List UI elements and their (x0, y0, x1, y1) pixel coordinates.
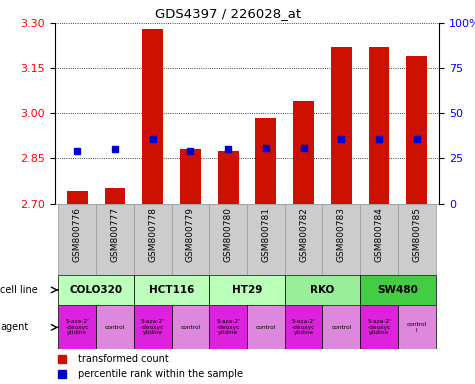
Bar (58, 204, 96, 275)
Bar (285, 204, 323, 275)
Text: control: control (105, 325, 125, 330)
Bar (171, 305, 209, 349)
Text: GSM800776: GSM800776 (73, 207, 82, 262)
Bar (398, 204, 436, 275)
Bar (171, 204, 209, 275)
Text: COLO320: COLO320 (69, 285, 123, 295)
Bar (247, 204, 285, 275)
Text: GSM800785: GSM800785 (412, 207, 421, 262)
Bar (104, 189, 125, 204)
Bar (407, 56, 427, 204)
Bar (134, 204, 171, 275)
Bar (134, 305, 171, 349)
Bar (180, 149, 201, 204)
Text: agent: agent (0, 322, 28, 333)
Text: GSM800780: GSM800780 (224, 207, 233, 262)
Text: GSM800784: GSM800784 (374, 207, 383, 262)
Text: GSM800778: GSM800778 (148, 207, 157, 262)
Text: percentile rank within the sample: percentile rank within the sample (78, 369, 243, 379)
Text: GSM800781: GSM800781 (261, 207, 270, 262)
Text: RKO: RKO (310, 285, 334, 295)
Text: SW480: SW480 (378, 285, 418, 295)
Text: GSM800777: GSM800777 (111, 207, 120, 262)
Text: control: control (331, 325, 352, 330)
Bar (360, 204, 398, 275)
Bar (323, 305, 360, 349)
Text: 5-aza-2'
-deoxyc
ytidine: 5-aza-2' -deoxyc ytidine (66, 319, 89, 335)
Bar (96, 305, 134, 349)
Text: cell line: cell line (0, 285, 38, 295)
Bar (96, 204, 134, 275)
Bar (218, 151, 238, 204)
Text: GSM800783: GSM800783 (337, 207, 346, 262)
Text: control: control (256, 325, 276, 330)
Text: 5-aza-2'
-deoxyc
ytidine: 5-aza-2' -deoxyc ytidine (292, 319, 315, 335)
Bar (293, 101, 314, 204)
Text: HCT116: HCT116 (149, 285, 194, 295)
Bar (285, 305, 323, 349)
Text: control
l: control l (407, 322, 427, 333)
Bar (285, 275, 360, 305)
Bar (58, 275, 134, 305)
Bar (209, 305, 247, 349)
Text: control: control (180, 325, 200, 330)
Text: GSM800782: GSM800782 (299, 207, 308, 262)
Bar (369, 47, 390, 204)
Bar (323, 204, 360, 275)
Bar (360, 275, 436, 305)
Title: GDS4397 / 226028_at: GDS4397 / 226028_at (155, 7, 301, 20)
Bar (67, 192, 87, 204)
Bar (209, 204, 247, 275)
Bar (58, 305, 96, 349)
Text: HT29: HT29 (232, 285, 262, 295)
Text: GSM800779: GSM800779 (186, 207, 195, 262)
Bar (360, 305, 398, 349)
Bar (398, 305, 436, 349)
Bar (134, 275, 209, 305)
Text: 5-aza-2'
-deoxyc
ytidine: 5-aza-2' -deoxyc ytidine (216, 319, 240, 335)
Bar (256, 118, 276, 204)
Text: 5-aza-2'
-deoxyc
ytidine: 5-aza-2' -deoxyc ytidine (141, 319, 165, 335)
Bar (247, 305, 285, 349)
Text: 5-aza-2'
-deoxyc
ytidine: 5-aza-2' -deoxyc ytidine (367, 319, 391, 335)
Bar (142, 29, 163, 204)
Bar (331, 47, 352, 204)
Text: transformed count: transformed count (78, 354, 169, 364)
Bar (209, 275, 285, 305)
